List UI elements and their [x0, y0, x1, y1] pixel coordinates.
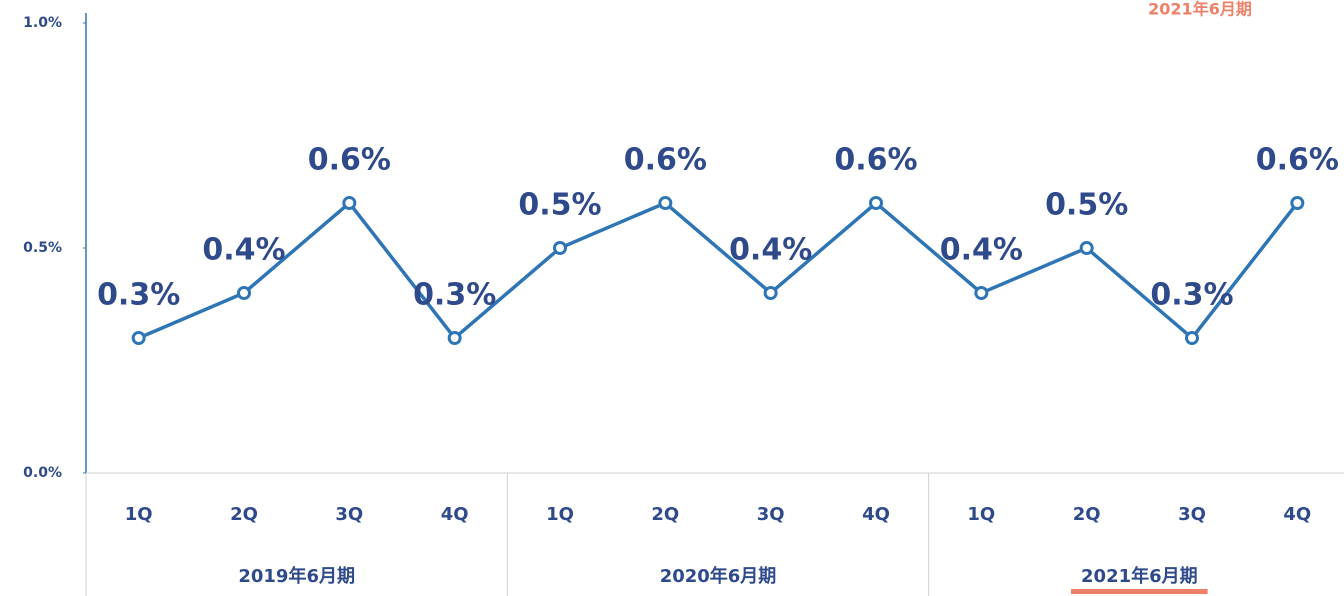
y-tick-label: 0.5% — [23, 240, 62, 256]
marker — [237, 286, 251, 300]
group-label: 2021年6月期 — [1081, 565, 1198, 587]
data-label: 0.6% — [834, 143, 917, 178]
x-tick-label: 4Q — [862, 504, 890, 525]
x-tick-label: 2Q — [1073, 504, 1101, 525]
data-label: 0.4% — [940, 233, 1023, 268]
x-tick-label: 2Q — [651, 504, 679, 525]
y-tick-label: 1.0% — [23, 15, 62, 31]
data-label: 0.3% — [1150, 278, 1233, 313]
x-tick-label: 1Q — [967, 504, 995, 525]
data-label: 0.3% — [97, 278, 180, 313]
marker — [869, 196, 883, 210]
marker — [658, 196, 673, 210]
data-label: 0.3% — [413, 278, 496, 313]
x-tick-label: 3Q — [335, 504, 363, 525]
x-tick-label: 2Q — [230, 504, 258, 525]
group-label: 2020年6月期 — [660, 565, 777, 587]
marker — [1290, 196, 1305, 210]
marker — [763, 286, 778, 300]
marker — [342, 196, 357, 210]
x-tick-label: 1Q — [546, 504, 574, 525]
marker — [131, 331, 146, 345]
y-tick-label: 0.0% — [23, 465, 62, 481]
marker — [974, 286, 989, 300]
x-tick-label: 3Q — [757, 504, 785, 525]
data-label: 0.5% — [1045, 188, 1128, 223]
x-tick-label: 3Q — [1178, 504, 1206, 525]
data-label: 0.4% — [202, 233, 285, 268]
data-label: 0.5% — [518, 188, 601, 223]
line — [137, 200, 1299, 341]
x-tick-label: 4Q — [1283, 504, 1311, 525]
data-label: 0.6% — [308, 143, 391, 178]
annotation: 2021年6月期 — [1148, 0, 1252, 19]
data-label: 0.4% — [729, 233, 812, 268]
x-tick-label: 1Q — [125, 504, 153, 525]
data-label: 0.6% — [624, 143, 707, 178]
group-label: 2019年6月期 — [238, 565, 355, 587]
group-underline — [1071, 589, 1208, 594]
marker — [447, 331, 462, 345]
marker — [1079, 241, 1094, 255]
data-label: 0.6% — [1256, 143, 1339, 178]
marker — [1185, 331, 1199, 345]
marker — [553, 241, 567, 255]
x-tick-label: 4Q — [441, 504, 469, 525]
